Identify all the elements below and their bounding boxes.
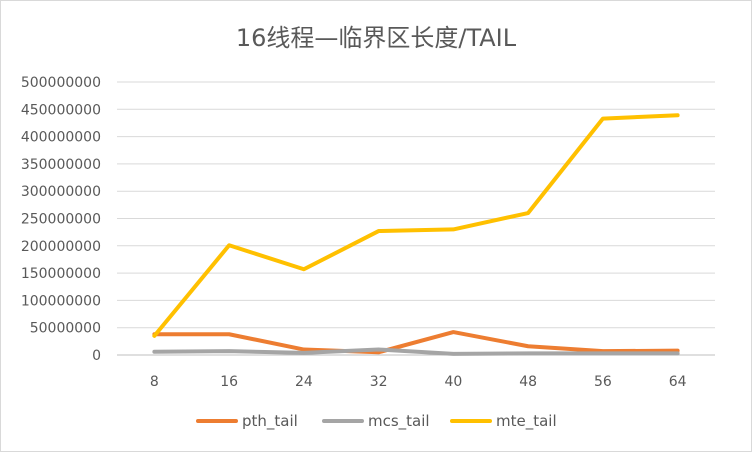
y-tick-label: 300000000 [21,184,101,200]
x-tick-label: 16 [220,374,238,390]
legend-item: mcs_tail [322,412,430,431]
y-tick-label: 50000000 [30,321,101,337]
y-tick-label: 200000000 [21,239,101,255]
y-tick-label: 0 [92,348,101,364]
series-line-mcs-tail [152,347,680,356]
x-tick-label: 8 [150,374,159,390]
legend-item: pth_tail [196,412,298,431]
y-tick-label: 400000000 [21,130,101,146]
series-lines [152,113,680,356]
legend: pth_tail mcs_tail mte_tail [196,412,557,431]
legend-label: mte_tail [496,412,557,431]
legend-label: pth_tail [242,412,298,431]
legend-item: mte_tail [450,412,557,431]
y-tick-label: 150000000 [21,266,101,282]
legend-label: mcs_tail [368,412,430,431]
x-tick-label: 56 [594,374,612,390]
y-tick-label: 350000000 [21,157,101,173]
y-axis: 0 50000000 100000000 150000000 200000000 2500… [21,75,101,364]
x-tick-label: 24 [295,374,313,390]
x-tick-label: 32 [370,374,388,390]
x-axis: 8 16 24 32 40 48 56 64 [150,374,687,390]
series-line-mte-tail [152,113,680,338]
y-tick-label: 500000000 [21,75,101,91]
y-tick-label: 450000000 [21,102,101,118]
y-tick-label: 250000000 [21,212,101,228]
x-tick-label: 48 [519,374,537,390]
x-tick-label: 64 [669,374,687,390]
chart-title: 16线程—临界区长度/TAIL [236,24,517,52]
y-tick-label: 100000000 [21,293,101,309]
x-tick-label: 40 [444,374,462,390]
series-line-pth-tail [152,330,680,355]
gridlines [117,81,715,356]
